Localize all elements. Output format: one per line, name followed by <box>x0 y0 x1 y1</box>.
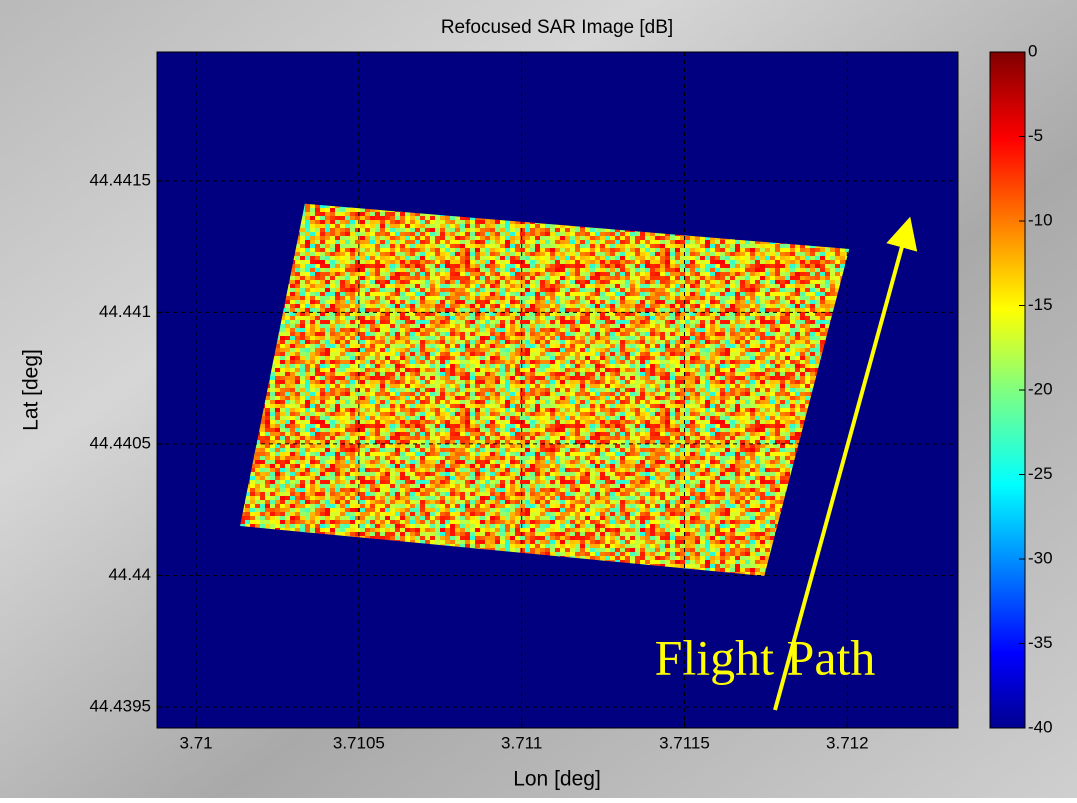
flight-arrow <box>773 216 918 711</box>
colorbar-tick-label: -20 <box>1028 379 1053 398</box>
x-tick-label: 3.7115 <box>659 733 710 752</box>
plot-frame <box>156 51 959 729</box>
footprint <box>240 203 850 576</box>
x-tick-label: 3.712 <box>826 733 869 752</box>
colorbar-tick-label: -5 <box>1028 126 1043 145</box>
colorbar-tick-label: -40 <box>1028 717 1053 736</box>
colorbar-tick-label: -35 <box>1028 633 1053 652</box>
colorbar-tick-label: -15 <box>1028 295 1053 314</box>
chart-title: Refocused SAR Image [dB] <box>441 17 673 38</box>
colorbar-tick-label: -25 <box>1028 464 1053 483</box>
x-axis-label: Lon [deg] <box>513 768 601 791</box>
x-tick-label: 3.71 <box>180 733 213 752</box>
x-tick-label: 3.7105 <box>333 733 385 752</box>
y-tick-label: 44.4415 <box>90 170 151 189</box>
colorbar-tick-label: -30 <box>1028 548 1053 567</box>
x-tick-label: 3.711 <box>501 733 542 752</box>
y-tick-label: 44.44 <box>108 565 151 584</box>
y-tick-label: 44.441 <box>99 302 151 321</box>
y-tick-label: 44.4405 <box>90 433 151 452</box>
colorbar-tick-label: -10 <box>1028 210 1053 229</box>
annotation: Flight Path <box>655 629 876 685</box>
colorbar-tick-label: 0 <box>1028 41 1037 60</box>
y-tick-label: 44.4395 <box>90 696 151 715</box>
y-axis-label: Lat [deg] <box>20 349 43 431</box>
